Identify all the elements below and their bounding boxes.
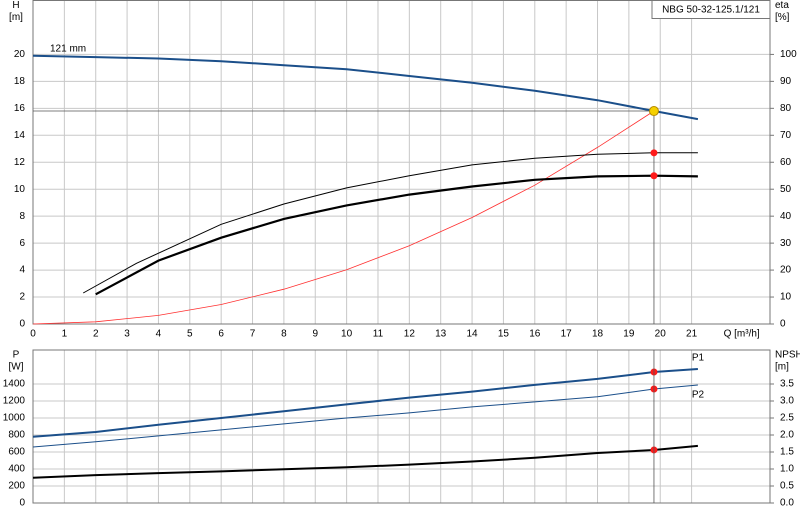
y2-tick-label: 1.5 xyxy=(780,447,794,458)
series-label: 121 mm xyxy=(50,43,86,54)
y2-tick-label: 3.5 xyxy=(780,379,794,390)
y2-tick-label: 20 xyxy=(780,265,792,276)
y2-tick-label: 50 xyxy=(780,184,792,195)
x-tick-label: 6 xyxy=(218,329,224,340)
curve xyxy=(95,174,698,296)
y2-tick-label: 0.5 xyxy=(780,481,794,492)
series-label: P2 xyxy=(692,390,705,401)
x-tick-label: 11 xyxy=(373,329,384,340)
y2-axis-unit: [m] xyxy=(775,362,789,373)
chart-title: NBG 50-32-125.1/121 xyxy=(662,5,760,16)
x-tick-label: 3 xyxy=(124,329,130,340)
y-tick-label: 1000 xyxy=(3,413,26,424)
x-tick-label: 4 xyxy=(156,329,162,340)
y2-tick-label: 40 xyxy=(780,211,792,222)
curve xyxy=(32,54,699,121)
curve xyxy=(32,110,655,325)
x-tick-label: 16 xyxy=(529,329,541,340)
x-tick-label: 10 xyxy=(341,329,353,340)
y2-tick-label: 60 xyxy=(780,157,792,168)
operating-point xyxy=(650,172,658,180)
y-tick-label: 1400 xyxy=(3,379,26,390)
y-tick-label: 14 xyxy=(14,130,26,141)
y2-axis-label: eta xyxy=(775,0,789,11)
curve xyxy=(82,152,698,294)
y-tick-label: 200 xyxy=(8,481,25,492)
y2-tick-label: 100 xyxy=(780,49,797,60)
y-axis-unit: [W] xyxy=(9,362,24,373)
x-tick-label: 7 xyxy=(250,329,256,340)
y2-tick-label: 30 xyxy=(780,238,792,249)
curve xyxy=(32,384,698,448)
y-tick-label: 8 xyxy=(19,211,25,222)
y2-axis-unit: [%] xyxy=(775,12,790,23)
y2-tick-label: 0.0 xyxy=(780,498,794,509)
x-tick-label: 19 xyxy=(623,329,635,340)
x-tick-label: 2 xyxy=(93,329,99,340)
title-box xyxy=(651,0,771,19)
y2-tick-label: 90 xyxy=(780,76,792,87)
x-tick-label: 18 xyxy=(592,329,604,340)
y-tick-label: 600 xyxy=(8,447,25,458)
y-tick-label: 800 xyxy=(8,430,25,441)
x-tick-label: 5 xyxy=(187,329,193,340)
y2-tick-label: 80 xyxy=(780,103,792,114)
x-axis-label: Q [m³/h] xyxy=(724,329,760,340)
y2-tick-label: 3.0 xyxy=(780,396,794,407)
y-tick-label: 10 xyxy=(14,184,26,195)
y-tick-label: 16 xyxy=(14,103,26,114)
y2-tick-label: 2.0 xyxy=(780,430,794,441)
y-tick-label: 6 xyxy=(19,238,25,249)
x-tick-label: 17 xyxy=(561,329,573,340)
operating-point xyxy=(648,106,659,117)
y-axis-unit: [m] xyxy=(9,12,23,23)
y2-tick-label: 10 xyxy=(780,292,792,303)
x-tick-label: 21 xyxy=(686,329,698,340)
y-tick-label: 0 xyxy=(19,498,25,509)
x-tick-label: 12 xyxy=(404,329,416,340)
x-tick-label: 9 xyxy=(312,329,318,340)
curve xyxy=(32,368,698,438)
y2-tick-label: 1.0 xyxy=(780,464,794,475)
curve xyxy=(32,444,698,479)
x-tick-label: 8 xyxy=(281,329,287,340)
y-tick-label: 400 xyxy=(8,464,25,475)
plot-frame xyxy=(32,349,771,504)
series-label: P1 xyxy=(692,353,705,364)
y-tick-label: 2 xyxy=(19,292,25,303)
y-tick-label: 20 xyxy=(14,49,26,60)
y-tick-label: 12 xyxy=(14,157,26,168)
x-tick-label: 20 xyxy=(655,329,667,340)
plot-frame xyxy=(32,0,771,325)
y2-tick-label: 0 xyxy=(780,319,786,330)
y2-axis-label: NPSH xyxy=(775,350,800,361)
y2-tick-label: 70 xyxy=(780,130,792,141)
x-tick-label: 13 xyxy=(435,329,447,340)
operating-point xyxy=(650,149,658,157)
y-tick-label: 1200 xyxy=(3,396,26,407)
x-tick-label: 15 xyxy=(498,329,510,340)
x-tick-label: 1 xyxy=(62,329,68,340)
y-tick-label: 4 xyxy=(19,265,25,276)
x-tick-label: 14 xyxy=(467,329,479,340)
y2-tick-label: 2.5 xyxy=(780,413,794,424)
y-tick-label: 0 xyxy=(19,319,25,330)
y-axis-label: H xyxy=(12,0,19,11)
y-tick-label: 18 xyxy=(14,76,26,87)
x-tick-label: 0 xyxy=(30,329,36,340)
y-axis-label: P xyxy=(13,350,20,361)
